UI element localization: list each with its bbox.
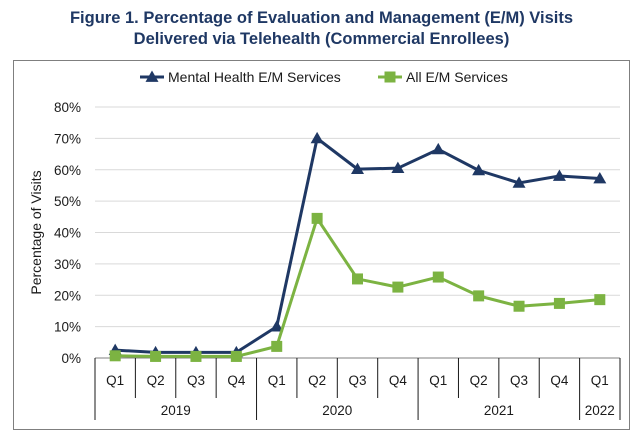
- data-point-triangle: [391, 161, 405, 174]
- y-tick-label: 60%: [54, 163, 81, 178]
- series-line-2: [115, 216, 600, 358]
- data-point-square: [473, 290, 485, 302]
- data-point-triangle: [512, 176, 526, 188]
- x-tick-label: Q1: [429, 373, 447, 388]
- x-tick-label: Q2: [470, 373, 488, 388]
- y-tick-label: 20%: [54, 288, 81, 303]
- year-label: 2022: [585, 403, 615, 418]
- data-point-triangle: [270, 320, 284, 332]
- data-point-square: [271, 340, 283, 352]
- data-point-square: [311, 212, 323, 224]
- x-tick-label: Q2: [308, 373, 326, 388]
- year-label: 2020: [322, 403, 352, 418]
- data-point-square: [594, 294, 606, 306]
- y-axis-label: Percentage of Visits: [28, 170, 44, 294]
- legend-label: All E/M Services: [406, 69, 508, 85]
- data-point-square: [553, 297, 565, 309]
- x-tick-label: Q4: [227, 373, 246, 388]
- y-tick-label: 40%: [54, 226, 81, 241]
- legend-label: Mental Health E/M Services: [168, 69, 341, 85]
- data-point-square: [190, 350, 202, 362]
- legend-marker-triangle: [145, 70, 159, 82]
- legend-marker-square: [384, 71, 396, 83]
- x-tick-label: Q1: [591, 373, 609, 388]
- data-point-square: [352, 273, 363, 285]
- x-tick-label: Q3: [348, 373, 366, 388]
- data-point-square: [150, 350, 162, 362]
- year-label: 2021: [484, 403, 514, 418]
- data-point-triangle: [351, 162, 364, 174]
- data-point-triangle: [593, 172, 607, 184]
- data-point-square: [432, 271, 444, 283]
- y-tick-label: 30%: [54, 257, 81, 272]
- x-tick-label: Q2: [147, 373, 165, 388]
- data-point-square: [109, 350, 121, 362]
- y-tick-label: 80%: [54, 100, 81, 115]
- y-tick-label: 0%: [61, 351, 81, 366]
- data-point-triangle: [431, 142, 445, 155]
- x-tick-label: Q1: [106, 373, 124, 388]
- chart-title-line-1: Figure 1. Percentage of Evaluation and M…: [69, 9, 574, 27]
- x-tick-label: Q4: [389, 373, 408, 388]
- x-tick-label: Q3: [510, 373, 528, 388]
- chart-title: Figure 1. Percentage of Evaluation and M…: [0, 8, 643, 50]
- y-tick-label: 70%: [54, 131, 81, 146]
- x-tick-label: Q4: [550, 373, 569, 388]
- year-label: 2019: [161, 403, 191, 418]
- data-point-square: [392, 281, 404, 293]
- data-point-square: [230, 350, 242, 362]
- y-tick-label: 10%: [54, 320, 81, 335]
- x-tick-label: Q3: [187, 373, 205, 388]
- data-point-square: [513, 300, 525, 312]
- data-point-triangle: [472, 163, 486, 176]
- data-point-triangle: [310, 131, 324, 144]
- chart-frame: [13, 60, 630, 430]
- x-tick-label: Q1: [268, 373, 286, 388]
- data-point-triangle: [552, 169, 566, 181]
- y-tick-label: 50%: [54, 194, 81, 209]
- chart-title-line-2: Delivered via Telehealth (Commercial Enr…: [133, 30, 510, 48]
